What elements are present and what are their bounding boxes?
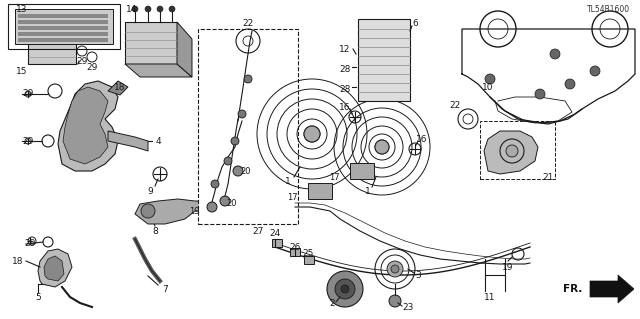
Text: 28: 28	[339, 64, 351, 73]
Bar	[18, 14, 108, 18]
Circle shape	[145, 6, 151, 12]
Polygon shape	[63, 87, 108, 164]
Circle shape	[387, 261, 403, 277]
Bar	[358, 19, 410, 101]
Polygon shape	[108, 131, 148, 151]
Bar	[18, 38, 108, 42]
Text: 29: 29	[22, 137, 34, 145]
Text: 17: 17	[287, 192, 298, 202]
Text: 19: 19	[502, 263, 514, 271]
Text: 29: 29	[22, 90, 34, 99]
Circle shape	[304, 126, 320, 142]
Text: 1: 1	[365, 187, 371, 196]
Circle shape	[157, 6, 163, 12]
Circle shape	[389, 295, 401, 307]
Text: 29: 29	[24, 240, 36, 249]
Circle shape	[341, 285, 349, 293]
Polygon shape	[44, 256, 64, 281]
Circle shape	[565, 79, 575, 89]
Text: 4: 4	[155, 137, 161, 145]
Text: 6: 6	[412, 19, 418, 28]
Bar	[304, 256, 314, 264]
Text: 17: 17	[330, 173, 340, 182]
Circle shape	[231, 137, 239, 145]
Text: 24: 24	[269, 229, 280, 239]
Text: 13: 13	[16, 4, 28, 13]
Text: 21: 21	[542, 173, 554, 182]
Bar	[15, 9, 113, 44]
Polygon shape	[484, 131, 538, 174]
Bar	[18, 32, 108, 36]
Bar	[308, 183, 332, 199]
Circle shape	[506, 145, 518, 157]
Circle shape	[238, 110, 246, 118]
Polygon shape	[125, 64, 192, 77]
Text: TL54B1600: TL54B1600	[587, 4, 630, 13]
Text: 29: 29	[86, 63, 98, 71]
Text: 2: 2	[329, 300, 335, 308]
Text: 16: 16	[416, 135, 428, 144]
Text: 28: 28	[339, 85, 351, 93]
Polygon shape	[177, 22, 192, 77]
Polygon shape	[58, 81, 118, 171]
Text: 16: 16	[339, 102, 351, 112]
Bar	[18, 20, 108, 24]
Circle shape	[327, 271, 363, 307]
Text: 14: 14	[126, 4, 138, 13]
Text: 18: 18	[12, 256, 24, 265]
Bar	[350, 163, 374, 179]
Circle shape	[220, 196, 230, 206]
Bar	[198, 29, 298, 224]
Text: 26: 26	[289, 242, 301, 251]
Text: 20: 20	[241, 167, 252, 175]
Polygon shape	[108, 81, 128, 95]
Text: 22: 22	[449, 101, 461, 110]
Bar	[125, 22, 177, 64]
Text: 7: 7	[162, 285, 168, 293]
Circle shape	[141, 204, 155, 218]
Bar	[480, 121, 555, 179]
Text: 15: 15	[16, 66, 28, 76]
Circle shape	[485, 74, 495, 84]
Circle shape	[335, 279, 355, 299]
Text: 8: 8	[152, 226, 158, 235]
Text: 9: 9	[147, 187, 153, 196]
Text: FR.: FR.	[563, 284, 582, 294]
Circle shape	[375, 140, 389, 154]
Text: 1: 1	[285, 176, 291, 186]
Circle shape	[535, 89, 545, 99]
Text: 11: 11	[484, 293, 496, 301]
Bar	[290, 248, 300, 256]
Polygon shape	[38, 249, 72, 287]
Circle shape	[391, 265, 399, 273]
Circle shape	[233, 166, 243, 176]
Text: 23: 23	[403, 302, 413, 311]
Circle shape	[132, 6, 138, 12]
Polygon shape	[590, 275, 634, 303]
Text: 27: 27	[252, 226, 264, 235]
Text: 25: 25	[302, 249, 314, 258]
Circle shape	[590, 66, 600, 76]
Polygon shape	[135, 199, 295, 224]
Text: 5: 5	[35, 293, 41, 301]
Text: 3: 3	[415, 271, 421, 279]
Text: 18: 18	[115, 83, 125, 92]
Bar	[28, 34, 76, 64]
Text: 10: 10	[483, 83, 493, 92]
Circle shape	[169, 6, 175, 12]
Text: 20: 20	[227, 199, 237, 209]
Circle shape	[207, 202, 217, 212]
Text: 22: 22	[243, 19, 253, 28]
Circle shape	[211, 180, 219, 188]
Bar	[8, 4, 120, 49]
Circle shape	[224, 157, 232, 165]
Text: 19: 19	[189, 206, 200, 216]
Text: 12: 12	[339, 44, 351, 54]
Text: 29: 29	[76, 56, 88, 65]
Circle shape	[550, 49, 560, 59]
Circle shape	[244, 75, 252, 83]
Bar	[272, 239, 282, 247]
Bar	[18, 26, 108, 30]
